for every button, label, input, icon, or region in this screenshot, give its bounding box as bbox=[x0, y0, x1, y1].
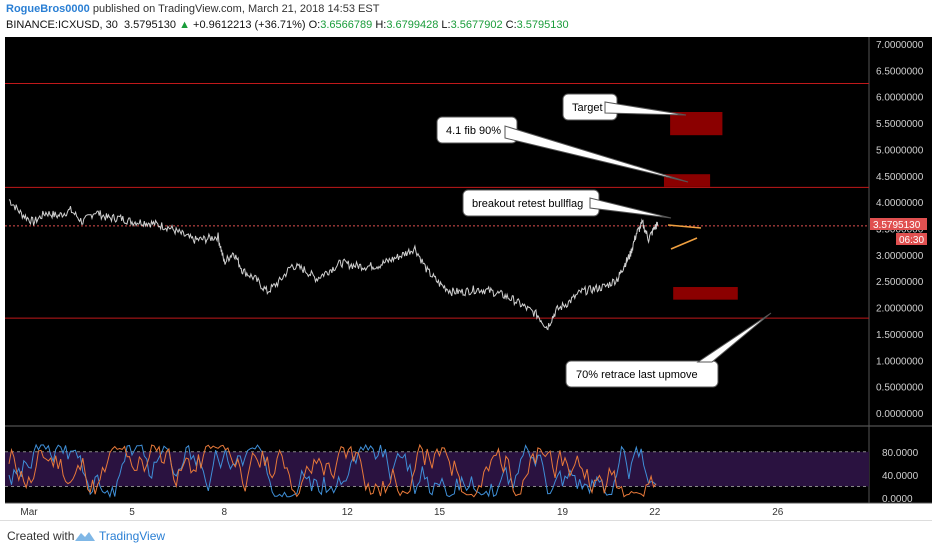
target-zone-0[interactable] bbox=[670, 112, 723, 136]
x-tick-label-1: 5 bbox=[129, 507, 135, 518]
last-price-tag-label: 3.5795130 bbox=[873, 220, 921, 231]
price-change: +0.9612213 (+36.71%) bbox=[193, 19, 306, 31]
annotation-retrace-label: 70% retrace last upmove bbox=[576, 369, 698, 381]
published-text: published on TradingView.com, March 21, … bbox=[92, 3, 380, 15]
price-scale-background bbox=[869, 37, 932, 503]
symbol-header: BINANCE:ICXUSD, 30 3.5795130 ▲ +0.961221… bbox=[6, 19, 569, 31]
y-tick-label-11: 1.5000000 bbox=[876, 330, 924, 341]
osc-y-tick-label-2: 0.0000 bbox=[882, 494, 913, 505]
countdown-tag bbox=[896, 233, 927, 245]
y-tick-label-4: 5.0000000 bbox=[876, 145, 924, 156]
close-value: 3.5795130 bbox=[516, 19, 569, 31]
osc-y-tick-label-0: 80.0000 bbox=[882, 448, 919, 459]
low-label: L: bbox=[441, 19, 451, 31]
y-tick-label-6: 4.0000000 bbox=[876, 198, 924, 209]
annotation-retrace-box[interactable] bbox=[565, 360, 719, 388]
close-label: C: bbox=[505, 19, 517, 31]
x-tick-label-7: 26 bbox=[772, 507, 784, 518]
annotation-target-pointer bbox=[604, 101, 687, 116]
up-arrow-icon: ▲ bbox=[179, 19, 190, 31]
y-tick-label-8: 3.0000000 bbox=[876, 251, 924, 262]
y-tick-label-10: 2.0000000 bbox=[876, 304, 924, 315]
publisher-name[interactable]: RogueBros0000 bbox=[6, 3, 90, 15]
stoch-band bbox=[5, 451, 869, 487]
high-label: H: bbox=[375, 19, 387, 31]
footer-bar: Created with TradingView bbox=[0, 520, 932, 551]
osc-y-tick-label-1: 40.0000 bbox=[882, 471, 919, 482]
annotation-target-label: Target bbox=[572, 102, 603, 114]
target-zone-1[interactable] bbox=[663, 174, 711, 187]
high-value: 3.6799428 bbox=[386, 19, 439, 31]
symbol-name: BINANCE:ICXUSD, 30 bbox=[6, 19, 118, 31]
annotation-breakout-label: breakout retest bullflag bbox=[472, 198, 583, 210]
target-zone-2[interactable] bbox=[673, 287, 738, 300]
y-tick-label-1: 6.5000000 bbox=[876, 66, 924, 77]
tradingview-brand-link[interactable]: TradingView bbox=[99, 529, 166, 543]
x-tick-label-4: 15 bbox=[434, 507, 446, 518]
annotation-retrace-pointer bbox=[696, 312, 772, 363]
x-tick-label-5: 19 bbox=[557, 507, 569, 518]
x-tick-label-2: 8 bbox=[221, 507, 227, 518]
x-tick-label-0: Mar bbox=[20, 507, 38, 518]
chart-background bbox=[5, 37, 869, 503]
stoch-d-line bbox=[8, 443, 657, 499]
annotation-fib-pointer bbox=[504, 125, 689, 183]
countdown-tag-label: 06:30 bbox=[899, 235, 924, 246]
x-tick-label-6: 22 bbox=[649, 507, 661, 518]
created-with-text: Created with bbox=[7, 529, 75, 543]
y-tick-label-14: 0.0000000 bbox=[876, 409, 924, 420]
y-tick-label-0: 7.0000000 bbox=[876, 40, 924, 51]
y-tick-label-5: 4.5000000 bbox=[876, 172, 924, 183]
publish-header: RogueBros0000 published on TradingView.c… bbox=[6, 3, 379, 15]
x-tick-label-3: 12 bbox=[342, 507, 354, 518]
bullflag-lower-line[interactable] bbox=[670, 237, 698, 250]
open-label: O: bbox=[308, 19, 321, 31]
y-tick-label-2: 6.0000000 bbox=[876, 93, 924, 104]
y-tick-label-3: 5.5000000 bbox=[876, 119, 924, 130]
open-value: 3.6566789 bbox=[320, 19, 373, 31]
annotation-fib-label: 4.1 fib 90% bbox=[446, 125, 501, 137]
low-value: 3.5677902 bbox=[450, 19, 503, 31]
stoch-k-line bbox=[8, 443, 657, 498]
y-tick-label-13: 0.5000000 bbox=[876, 383, 924, 394]
last-price-tag bbox=[870, 218, 927, 230]
price-chart[interactable]: Target 4.1 fib 90% breakout retest bullf… bbox=[0, 0, 932, 520]
annotation-breakout-pointer bbox=[589, 197, 672, 219]
last-price: 3.5795130 bbox=[124, 19, 176, 31]
tradingview-logo-icon[interactable] bbox=[74, 529, 96, 543]
price-series-line bbox=[8, 199, 659, 331]
y-tick-label-9: 2.5000000 bbox=[876, 277, 924, 288]
bullflag-upper-line[interactable] bbox=[667, 224, 702, 229]
y-tick-label-12: 1.0000000 bbox=[876, 356, 924, 367]
